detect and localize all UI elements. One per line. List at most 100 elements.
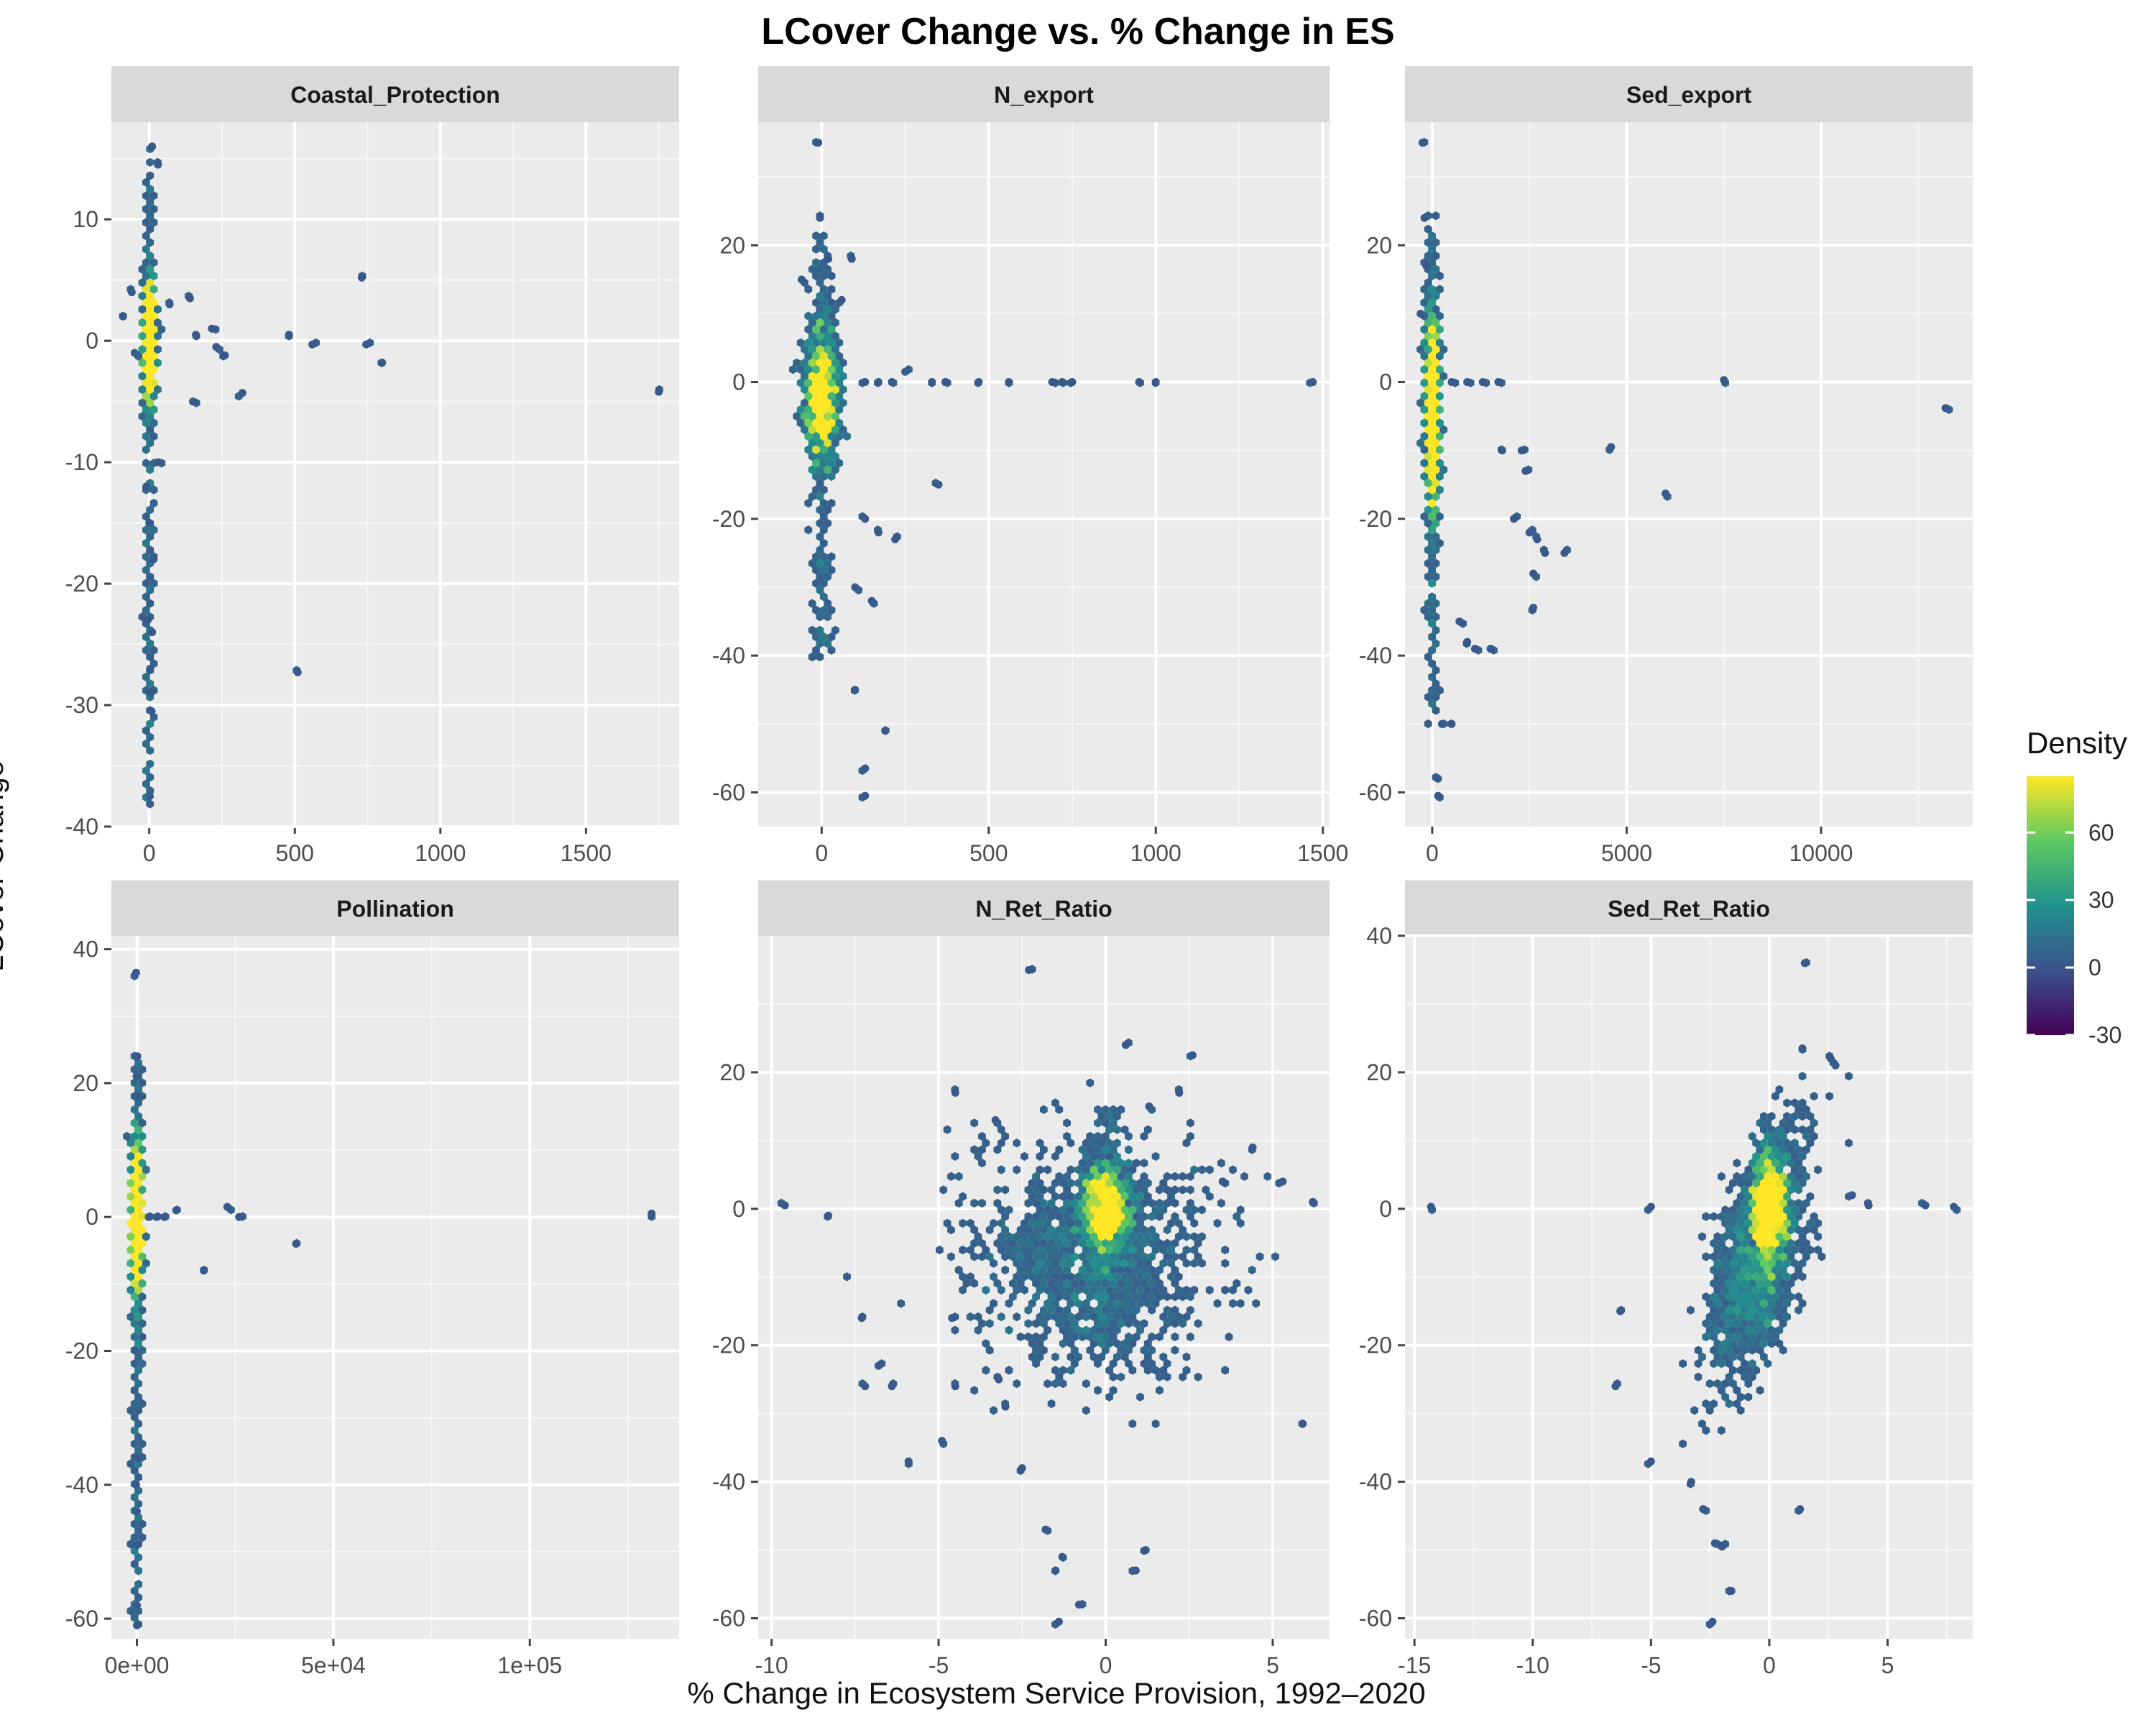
hex-bin bbox=[1032, 1292, 1040, 1302]
y-tick-label: -40 bbox=[1359, 643, 1392, 668]
hex-bin bbox=[993, 1279, 1002, 1288]
hex-bin bbox=[1140, 1238, 1148, 1248]
data-point bbox=[285, 331, 293, 339]
hex-bin bbox=[138, 1145, 147, 1154]
hex-bin bbox=[1070, 1332, 1079, 1342]
y-tick-label: -60 bbox=[712, 1606, 745, 1632]
x-tick-label: 1000 bbox=[415, 840, 466, 866]
data-point bbox=[133, 1601, 142, 1609]
hex-bin bbox=[1105, 1178, 1113, 1188]
y-tick-label: 20 bbox=[73, 1070, 98, 1096]
hex-bin bbox=[1787, 1292, 1795, 1302]
hex-bin bbox=[1117, 1265, 1125, 1275]
hex-bin bbox=[819, 538, 828, 548]
hex-bin bbox=[1748, 1238, 1756, 1248]
data-point bbox=[133, 1052, 142, 1061]
hex-bin bbox=[1428, 632, 1436, 642]
data-point bbox=[1616, 1307, 1625, 1315]
hex-bin bbox=[1040, 1212, 1048, 1221]
hex-bin bbox=[1024, 1185, 1033, 1195]
hex-bin bbox=[1024, 1332, 1033, 1342]
hex-bin bbox=[1775, 1218, 1784, 1228]
hex-bin bbox=[804, 445, 813, 454]
hex-bin bbox=[1182, 1138, 1191, 1148]
hex-bin bbox=[138, 1439, 147, 1448]
hex-bin bbox=[835, 364, 844, 374]
hex-bin bbox=[1016, 1279, 1025, 1288]
hex-bin bbox=[1717, 1172, 1726, 1181]
hex-bin bbox=[1044, 1259, 1052, 1268]
hex-bin bbox=[1240, 1172, 1248, 1181]
hex-bin bbox=[1109, 1185, 1118, 1195]
hex-bin bbox=[1125, 1185, 1133, 1195]
data-point bbox=[154, 458, 162, 466]
hex-bin bbox=[1117, 1198, 1125, 1208]
hex-bin bbox=[1120, 1299, 1129, 1308]
hex-bin bbox=[1744, 1232, 1753, 1241]
data-point bbox=[144, 1213, 153, 1221]
data-point bbox=[1054, 1617, 1063, 1626]
hex-bin bbox=[985, 1252, 994, 1261]
hex-bin bbox=[1086, 1131, 1095, 1141]
hex-bin bbox=[1424, 385, 1432, 395]
hex-bin bbox=[1128, 1299, 1137, 1308]
hex-bin bbox=[816, 639, 824, 648]
data-point bbox=[145, 519, 154, 528]
hex-bin bbox=[134, 1299, 142, 1308]
hex-bin bbox=[134, 1325, 142, 1335]
hex-bin bbox=[142, 338, 150, 348]
hex-bin bbox=[1764, 1252, 1772, 1261]
hex-bin bbox=[142, 739, 150, 749]
data-point bbox=[861, 791, 870, 800]
hex-bin bbox=[1067, 1165, 1075, 1174]
hex-bin bbox=[1432, 211, 1440, 221]
hex-bin bbox=[1078, 1145, 1087, 1154]
hex-bin bbox=[1067, 1366, 1075, 1375]
hex-bin bbox=[801, 412, 808, 421]
hex-bin bbox=[146, 305, 155, 314]
hex-bin bbox=[819, 378, 828, 387]
hex-bin bbox=[1721, 1312, 1729, 1322]
hex-bin bbox=[1772, 1092, 1779, 1101]
hex-bin bbox=[138, 1519, 147, 1529]
hex-bin bbox=[812, 364, 820, 374]
hex-bin bbox=[1089, 1151, 1098, 1162]
data-point bbox=[1827, 1054, 1835, 1063]
hex-bin bbox=[1205, 1285, 1214, 1295]
hex-bin bbox=[819, 485, 828, 494]
hex-bin bbox=[985, 1346, 994, 1355]
hex-bin bbox=[816, 425, 824, 434]
hex-bin bbox=[1733, 1319, 1741, 1328]
hex-bin bbox=[1802, 1238, 1810, 1248]
hex-bin bbox=[134, 1259, 142, 1268]
hex-bin bbox=[1798, 1299, 1807, 1308]
hex-bin bbox=[1163, 1198, 1171, 1208]
hex-bin bbox=[1113, 1285, 1121, 1295]
hex-bin bbox=[812, 552, 820, 561]
hex-bin bbox=[947, 1172, 955, 1181]
hex-bin bbox=[1420, 338, 1429, 348]
hex-bin bbox=[808, 599, 816, 608]
hex-bin bbox=[1055, 1225, 1064, 1235]
hex-bin bbox=[1420, 325, 1429, 334]
hex-bin bbox=[1760, 1232, 1768, 1241]
hex-bin bbox=[1040, 1319, 1048, 1328]
hex-bin bbox=[1420, 351, 1429, 361]
hex-bin bbox=[808, 412, 816, 421]
hex-bin bbox=[1101, 1212, 1110, 1221]
hex-bin bbox=[985, 1319, 994, 1328]
hex-bin bbox=[1094, 1225, 1102, 1235]
hex-bin bbox=[1097, 1272, 1106, 1282]
hex-bin bbox=[1798, 1245, 1807, 1255]
hex-bin bbox=[1702, 1319, 1710, 1328]
y-tick-label: 10 bbox=[73, 206, 98, 232]
hex-bin bbox=[134, 1125, 142, 1134]
hex-bin bbox=[130, 1292, 139, 1302]
hex-bin bbox=[804, 285, 813, 294]
hex-bin bbox=[138, 318, 147, 328]
hex-bin bbox=[1113, 1151, 1121, 1162]
hex-bin bbox=[812, 325, 820, 334]
hex-bin bbox=[1767, 1259, 1776, 1268]
hex-bin bbox=[1182, 1205, 1191, 1215]
